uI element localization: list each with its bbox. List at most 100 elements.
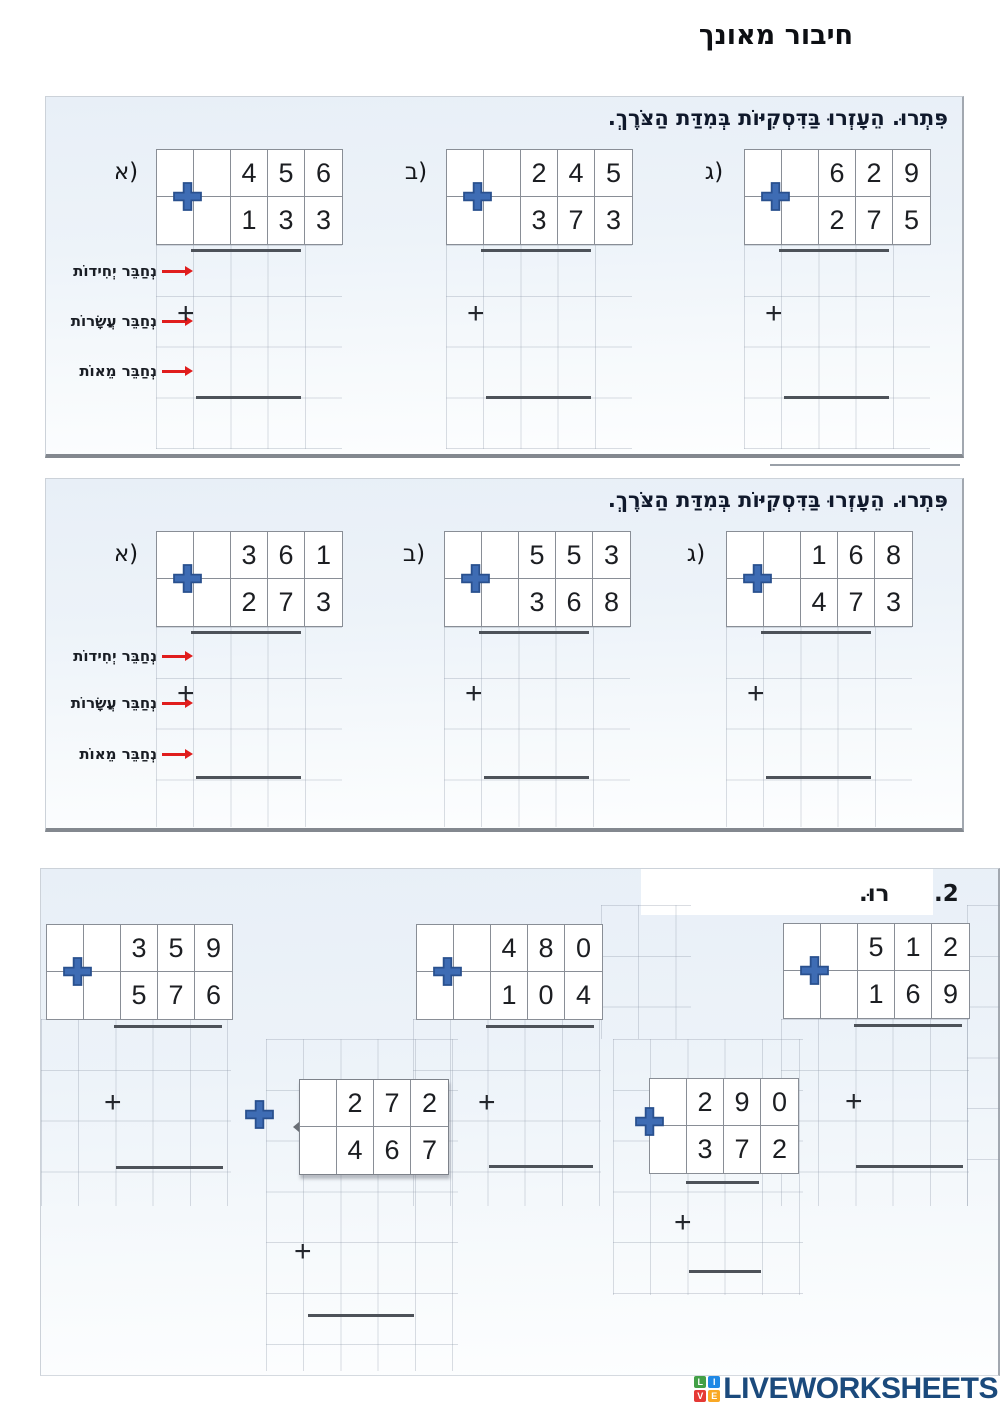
section2-instruction: פִּתְרוּ. הֵעָזְרוּ בַּדִּסְקִיּוֹת בְּמ… [607,488,948,512]
carry-cell[interactable] [484,197,521,244]
work-grid[interactable] [446,245,632,449]
carry-cell[interactable] [782,150,819,197]
carry-cell[interactable] [84,972,121,1019]
digit-cell: 6 [838,532,875,579]
carry-cell[interactable] [821,924,858,971]
liveworksheets-logo[interactable]: L I V E LIVEWORKSHEETS [694,1372,998,1406]
digit-cell: 0 [761,1079,798,1126]
work-grid[interactable] [726,627,912,827]
addition-problem: ב) 2 4 5 3 7 3 + [405,149,633,399]
digit-cell: 2 [932,924,969,971]
problem-label: א) [113,541,139,567]
digit-cell: 1 [895,924,932,971]
step-row-tens: נְחַבֵּר עֲשָׂרוֹת [54,691,193,715]
digit-cell: 5 [158,925,195,972]
work-plus-sign: + [177,677,195,710]
sum-line [479,631,589,634]
carry-cell[interactable] [482,579,519,626]
digit-cell: 6 [195,972,232,1019]
work-plus-sign: + [467,297,485,330]
digit-cell: 7 [558,197,595,244]
carry-cell[interactable] [84,925,121,972]
carry-cell[interactable] [482,532,519,579]
sum-line [191,631,301,634]
digit-cell: 6 [819,150,856,197]
digit-cell: 3 [593,532,630,579]
work-grid[interactable] [967,905,1000,1206]
carry-cell[interactable] [300,1127,337,1174]
carry-cell[interactable] [782,197,819,244]
digit-cell: 5 [556,532,593,579]
step-row-tens: נְחַבֵּר עֲשָׂרוֹת [54,309,193,333]
carry-cell[interactable] [194,532,231,579]
digit-cell: 3 [231,532,268,579]
digit-cell: 0 [565,925,602,972]
step-label: נְחַבֵּר מֵאוֹת [79,362,157,380]
digit-cell: 9 [724,1079,761,1126]
carry-cell[interactable] [764,579,801,626]
digit-cell: 3 [121,925,158,972]
work-grid[interactable] [156,245,342,449]
answer-line [784,396,889,399]
red-arrow-icon [162,315,193,326]
carry-cell[interactable] [821,971,858,1018]
carry-cell[interactable] [764,532,801,579]
digit-cell: 2 [231,579,268,626]
section3-title-fragment: רוּ. [859,881,890,907]
digit-cell: 2 [411,1080,448,1127]
digit-cell: 7 [724,1126,761,1173]
red-arrow-icon [162,650,193,661]
digit-cell: 5 [893,197,930,244]
problem-label: ג) [704,159,724,185]
carry-cell[interactable] [650,1126,687,1173]
addition-problem: ב) 5 5 3 3 6 8 + [403,531,631,779]
carry-cell[interactable] [484,150,521,197]
work-grid[interactable] [41,1019,231,1206]
carry-cell[interactable] [194,150,231,197]
addition-problem: 2 7 2 4 6 7 + [245,1079,449,1317]
digit-cell: 7 [856,197,893,244]
work-grid[interactable] [781,1019,969,1206]
digit-cell: 5 [595,150,632,197]
digit-cell: 6 [268,532,305,579]
digit-cell: 9 [893,150,930,197]
digit-cell: 8 [593,579,630,626]
digit-cell: 5 [121,972,158,1019]
work-plus-sign: + [465,677,483,710]
sum-line [779,249,889,252]
work-grid[interactable] [601,905,691,1039]
work-plus-sign: + [294,1235,312,1268]
carry-cell[interactable] [194,197,231,244]
digit-cell: 1 [305,532,342,579]
carry-cell[interactable] [454,972,491,1019]
red-arrow-icon [162,697,193,708]
white-overlay [641,869,933,915]
logo-tiles-icon: L I V E [694,1376,721,1402]
section3-number: 2. [934,881,959,907]
carry-cell[interactable] [194,579,231,626]
plus-icon [635,1107,664,1136]
carry-cell[interactable] [157,579,194,626]
red-arrow-icon [162,748,193,759]
digit-cell: 7 [158,972,195,1019]
addition-grid: 3 5 9 5 7 6 [46,924,233,1020]
carry-cell[interactable] [650,1079,687,1126]
exercise-section-1: פִּתְרוּ. הֵעָזְרוּ בַּדִּסְקִיּוֹת בְּמ… [45,96,964,458]
drag-handle-icon[interactable] [293,1122,299,1132]
digit-cell: 6 [556,579,593,626]
carry-cell[interactable] [300,1080,337,1127]
plus-icon [800,956,829,985]
sum-line [761,631,871,634]
carry-cell[interactable] [454,925,491,972]
step-label: נְחַבֵּר יְחִידוֹת [73,647,157,665]
addition-problem: 5 1 2 1 6 9 + [783,923,970,1168]
digit-cell: 1 [858,971,895,1018]
addition-problem: א) 3 6 1 2 7 3 + [114,531,343,779]
plus-icon [433,957,462,986]
digit-cell: 1 [801,532,838,579]
addition-grid: 4 5 6 1 3 3 [156,149,343,245]
work-grid[interactable] [744,245,930,449]
step-row-units: נְחַבֵּר יְחִידוֹת [54,644,193,668]
work-grid[interactable] [444,627,630,827]
digit-cell: 1 [231,197,268,244]
